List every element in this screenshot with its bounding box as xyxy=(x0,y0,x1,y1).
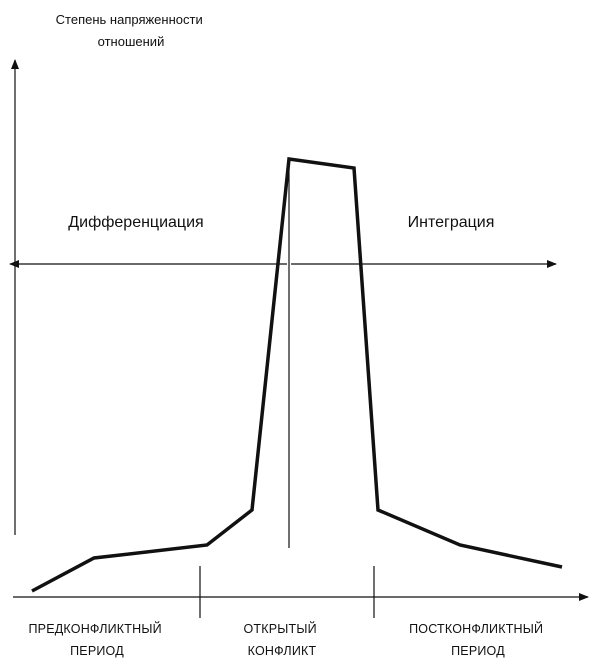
tension-curve xyxy=(31,157,563,593)
period-label-open-conflict: ОТКРЫТЫЙ КОНФЛИКТ xyxy=(243,621,320,658)
y-axis-title-line-2: отношений xyxy=(98,34,165,49)
y-axis-title-line-1: Степень напряженности xyxy=(56,12,203,27)
period-label-preconflict: ПРЕДКОНФЛИКТНЫЙ ПЕРИОД xyxy=(29,621,166,658)
phase-label-differentiation: Дифференциация xyxy=(68,214,203,231)
y-axis-title: Степень напряженности отношений xyxy=(56,12,207,49)
period-label-postconflict: ПОСТКОНФЛИКТНЫЙ ПЕРИОД xyxy=(409,621,547,658)
phase-label-integration: Интеграция xyxy=(408,214,495,231)
